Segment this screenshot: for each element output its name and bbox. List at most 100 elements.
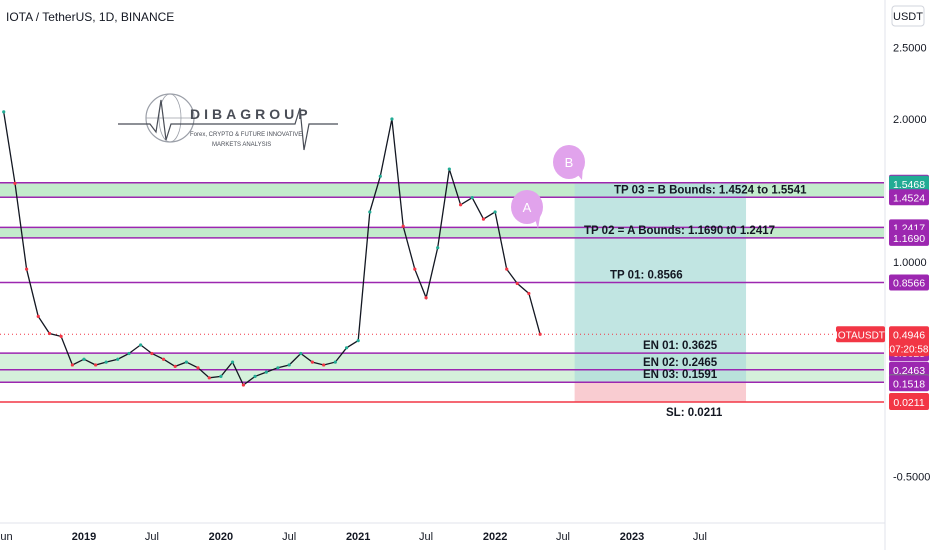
tp01-label: TP 01: 0.8566 [610, 270, 683, 282]
entry-zone [0, 353, 884, 383]
price-point [310, 360, 315, 364]
price-point [299, 351, 303, 356]
bubble-a [511, 190, 543, 224]
price-point [13, 181, 17, 185]
price-point [333, 360, 337, 364]
price-point [447, 167, 451, 171]
x-tick-label: Jul [556, 531, 570, 543]
price-badge [889, 361, 929, 378]
price-point [458, 203, 463, 207]
price-point [276, 366, 280, 370]
price-badge [889, 274, 929, 291]
watermark-tagline-2: MARKETS ANALYSIS [212, 142, 271, 148]
pulse-line [118, 99, 338, 151]
price-point [470, 196, 474, 200]
en02-label: EN 02: 0.2465 [643, 357, 718, 369]
x-tick-label: 2022 [483, 531, 507, 543]
bubble-a-label: A [523, 200, 532, 215]
chart-title: IOTA / TetherUS, 1D, BINANCE [6, 10, 175, 24]
price-point [253, 374, 257, 378]
y-tick-label: -0.5000 [893, 472, 930, 484]
x-tick-label: Jun [0, 531, 13, 543]
symbol-badge [836, 326, 885, 343]
x-tick-label: 2023 [620, 531, 644, 543]
watermark-name: DIBAGROUP [190, 106, 312, 122]
current-price-badge [889, 326, 929, 357]
currency-label: USDT [893, 11, 923, 23]
symbol-label: IOTAUSDT [835, 330, 885, 341]
x-tick-label: Jul [282, 531, 296, 543]
price-point [36, 314, 40, 318]
price-badge-label: 1.1690 [893, 233, 925, 245]
tp02-label: TP 02 = A Bounds: 1.1690 t0 1.2417 [584, 225, 775, 237]
price-point [70, 363, 74, 367]
price-point [344, 346, 349, 350]
x-tick-label: Jul [419, 531, 433, 543]
price-point [515, 281, 519, 286]
y-tick-label: 1.0000 [893, 257, 927, 269]
en03-label: EN 03: 0.1591 [643, 369, 718, 381]
x-tick-label: 2020 [209, 531, 233, 543]
price-point [59, 334, 63, 338]
price-point [264, 370, 268, 374]
currency-button[interactable] [891, 5, 925, 27]
price-point [139, 343, 143, 347]
price-badge [889, 175, 929, 192]
stop-zone [574, 382, 747, 402]
price-point [82, 357, 86, 361]
price-badge-label: 0.2463 [893, 365, 925, 377]
bubble-b-label: B [565, 155, 574, 170]
price-point [219, 374, 223, 378]
price-point [413, 267, 417, 271]
price-point [184, 360, 188, 364]
price-badge-label: 0.1518 [893, 378, 925, 390]
price-point [424, 296, 428, 300]
countdown-label: 07:20:58 [890, 344, 929, 355]
price-badge-label: 1.5468 [893, 179, 925, 191]
price-point [25, 267, 29, 271]
price-badge-label: 0.8566 [893, 278, 925, 290]
x-tick-label: Jul [145, 531, 159, 543]
sl-label: SL: 0.0211 [666, 407, 723, 419]
y-tick-label: 2.5000 [893, 43, 927, 55]
price-point [116, 357, 120, 361]
price-point [161, 357, 166, 361]
price-point [196, 366, 200, 370]
price-point [493, 210, 497, 214]
price-point [322, 363, 326, 367]
price-point [287, 363, 291, 367]
price-badge-label: 0.0211 [893, 397, 924, 409]
price-point [538, 332, 542, 336]
price-point [47, 331, 52, 336]
price-point [390, 117, 394, 121]
watermark-logo: DIBAGROUP Forex, CRYPTO & FUTURE INNOVATI… [118, 93, 338, 151]
price-point [356, 339, 360, 343]
price-point [173, 364, 177, 368]
bubble-b [553, 145, 585, 179]
x-tick-label: Jul [693, 531, 707, 543]
price-point [436, 246, 440, 250]
price-point [2, 110, 6, 114]
price-point [150, 351, 154, 356]
tp02-zone [0, 227, 884, 238]
current-price-label: 0.4946 [893, 329, 925, 341]
price-badge [889, 375, 929, 392]
price-series-line [3, 111, 541, 386]
price-badge [889, 229, 929, 246]
price-point [527, 291, 531, 296]
price-point [230, 360, 235, 364]
price-point [104, 360, 108, 364]
price-point [127, 351, 131, 356]
price-badge [889, 393, 929, 410]
price-badge-label: 1.4524 [893, 192, 925, 204]
tp03-label: TP 03 = B Bounds: 1.4524 to 1.5541 [614, 184, 807, 196]
en01-label: EN 01: 0.3625 [643, 340, 718, 352]
price-point [207, 376, 211, 380]
watermark-tagline: Forex, CRYPTO & FUTURE INNOVATIVE [190, 132, 302, 138]
price-point [94, 363, 98, 367]
price-point [401, 224, 405, 228]
x-tick-label: 2021 [346, 531, 370, 543]
price-point [241, 383, 246, 387]
